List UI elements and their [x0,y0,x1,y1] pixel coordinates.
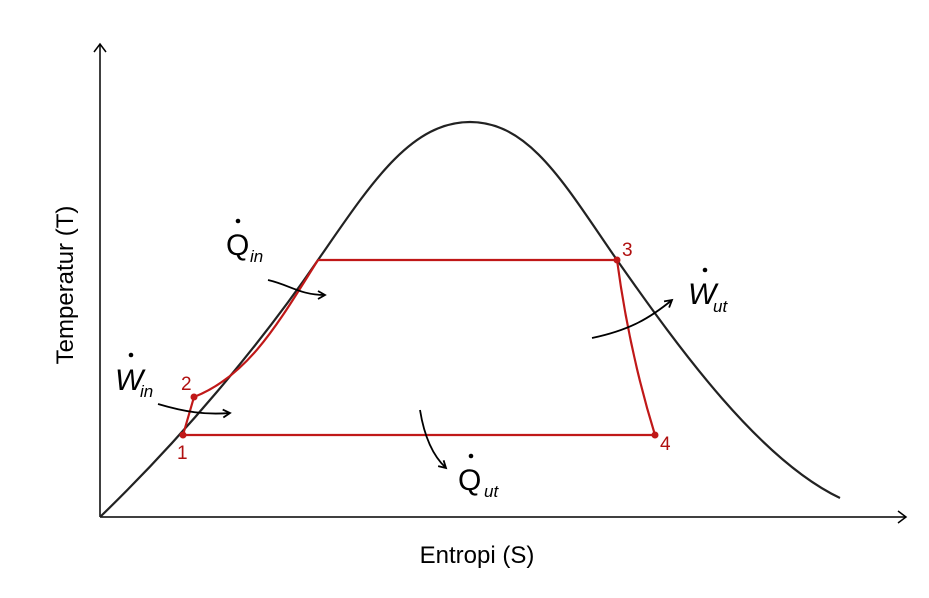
work-in-arrow [157,403,232,419]
annotation: W ut [688,267,728,316]
point-label: 1 [177,443,188,464]
symbol: Q [458,464,481,497]
point-label: 3 [622,240,633,261]
point-label: 2 [181,374,192,395]
subscript: ut [484,482,499,501]
cycle [181,258,657,437]
dot-accent [128,352,134,358]
point-dot [190,393,198,401]
subscript: ut [713,297,728,316]
cycle-line [181,396,196,436]
point-dot [613,256,621,264]
cycle-points [179,256,659,439]
y-axis-label: Temperatur (T) [52,206,79,365]
y-axis-arrow [93,42,107,53]
dot-accent [702,267,708,273]
symbol: W [688,278,719,311]
dot-accent [468,453,474,459]
point-dot [179,431,187,439]
point-label: 4 [660,434,671,455]
dot-accent [235,218,241,224]
cycle-line [193,259,319,399]
x-axis-label: Entropi (S) [420,542,535,569]
point-dot [651,431,659,439]
annotation: Q in [226,218,263,266]
x-axis-arrow [897,510,908,524]
symbol: W [115,364,146,397]
heat-in-arrow [267,279,327,300]
annotation: Q ut [458,453,499,501]
subscript: in [140,382,153,401]
work-out-arrow [591,298,674,339]
symbol: Q [226,229,249,262]
cycle-line [615,259,657,436]
subscript: in [250,247,263,266]
heat-out-arrow [419,409,448,470]
annotation: W in [115,352,153,401]
saturation-dome [99,120,841,518]
